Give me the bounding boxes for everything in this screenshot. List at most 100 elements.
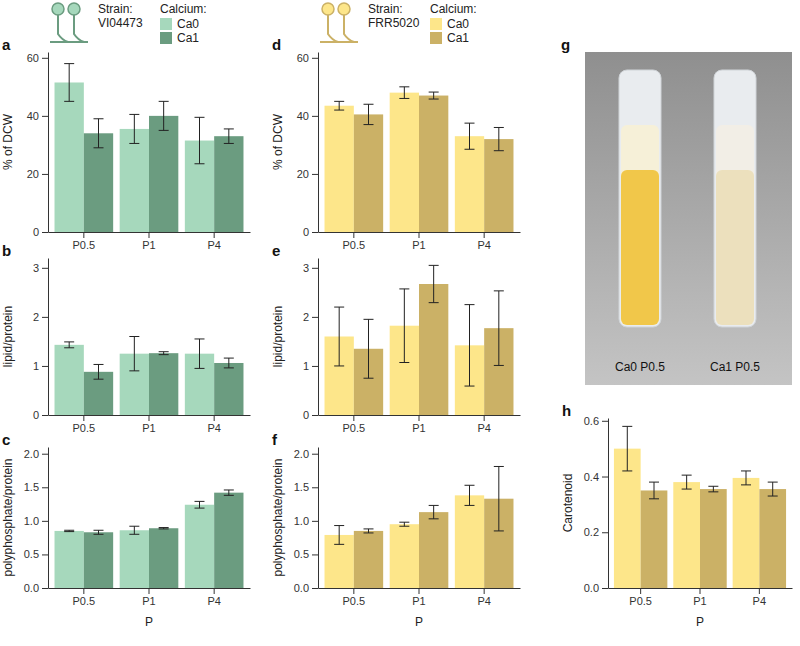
tube-glass xyxy=(714,70,756,327)
tick: P0.5 xyxy=(343,232,366,251)
plot-area xyxy=(325,87,514,232)
bar xyxy=(354,114,383,232)
tick-label: 2.0 xyxy=(294,448,309,460)
bar xyxy=(484,139,513,232)
tick-label: 2 xyxy=(33,311,39,323)
tick: P0.5 xyxy=(629,588,652,607)
legend-entry: Ca0 xyxy=(447,17,469,31)
tick: P1 xyxy=(142,588,155,607)
error-bar xyxy=(399,522,409,526)
tick-label: 60 xyxy=(27,52,39,64)
bar xyxy=(120,129,149,232)
bar xyxy=(55,82,84,232)
tick-label: 0.6 xyxy=(584,415,599,427)
legend-swatch xyxy=(160,32,172,44)
error-bar xyxy=(494,466,504,530)
axis-line xyxy=(48,53,49,233)
tick-label: P1 xyxy=(412,239,425,251)
tube-medium xyxy=(716,125,754,325)
tick: P4 xyxy=(477,588,490,607)
bar xyxy=(419,512,448,588)
bar xyxy=(419,284,448,415)
icon-stalk xyxy=(328,12,338,42)
panel-letter: a xyxy=(2,36,11,53)
bar xyxy=(455,495,484,588)
tick-mark xyxy=(484,232,485,238)
tick-mark xyxy=(312,317,318,318)
error-bar xyxy=(64,64,74,102)
tick-label: 0.5 xyxy=(294,548,309,560)
tick: 60 xyxy=(27,52,48,64)
tick-mark xyxy=(312,58,318,59)
icon-stalk xyxy=(74,12,84,42)
error-bar xyxy=(224,129,234,144)
y-axis: 0.00.51.01.52.0 xyxy=(24,448,49,595)
plot-area xyxy=(55,64,244,232)
bar xyxy=(84,532,113,588)
tick-mark xyxy=(42,487,48,488)
tick-mark xyxy=(42,232,48,233)
tick: 60 xyxy=(297,52,318,64)
bar xyxy=(354,531,383,588)
tick: 0.5 xyxy=(294,548,318,560)
tick-mark xyxy=(42,317,48,318)
panel-letter: c xyxy=(2,431,10,448)
tick-label: 0 xyxy=(33,409,39,421)
panel-letter: f xyxy=(272,431,278,448)
error-bar xyxy=(399,87,409,99)
tick-label: 0.5 xyxy=(24,548,39,560)
tick: 2.0 xyxy=(24,448,48,460)
error-bar xyxy=(682,475,692,489)
tick-mark xyxy=(312,454,318,455)
y-axis: 0 1 2 3 xyxy=(33,259,49,422)
tick-mark xyxy=(484,588,485,594)
tick-label: 20 xyxy=(297,168,309,180)
tick-mark xyxy=(214,232,215,238)
tick: 0 xyxy=(303,409,318,421)
error-bar xyxy=(429,505,439,518)
axis-line xyxy=(318,53,319,233)
legend-swatch xyxy=(430,18,442,30)
y-axis-title: Carotenoid xyxy=(561,474,575,533)
tick-label: 0.2 xyxy=(584,526,599,538)
panel: 0204060P0.5P1P4% of DCWd xyxy=(271,36,521,251)
bar xyxy=(185,505,214,588)
tick: 0 xyxy=(303,226,318,238)
y-axis: 0204060 xyxy=(27,52,49,238)
bar xyxy=(390,93,419,232)
tick: 3 xyxy=(33,262,48,274)
tick-mark xyxy=(42,116,48,117)
tick-mark xyxy=(700,588,701,594)
tick-label: P4 xyxy=(207,595,220,607)
y-axis-title: lipid/protein xyxy=(1,306,15,367)
tick: 0.5 xyxy=(24,548,48,560)
tick: 1 xyxy=(33,360,48,372)
strain-icon xyxy=(50,3,88,42)
x-axis: P0.5P1P4 xyxy=(319,588,521,607)
tick: P4 xyxy=(207,415,220,434)
panel-letter: h xyxy=(562,402,571,419)
tick-mark xyxy=(419,588,420,594)
tick-mark xyxy=(312,415,318,416)
tick-label: 1.5 xyxy=(294,481,309,493)
error-bar xyxy=(129,114,139,143)
tick-label: 1.0 xyxy=(294,515,309,527)
tick-label: P4 xyxy=(207,422,220,434)
panel: 0.00.51.01.52.0P0.5P1P4polyphosphate/pro… xyxy=(1,431,251,629)
x-axis-title: P xyxy=(696,615,704,629)
tick-mark xyxy=(312,588,318,589)
tick-mark xyxy=(353,588,354,594)
bar xyxy=(759,489,786,588)
tick: 0.0 xyxy=(294,582,318,594)
tick-mark xyxy=(312,174,318,175)
tick: 2 xyxy=(33,311,48,323)
tick-mark xyxy=(602,588,608,589)
tick-label: 3 xyxy=(33,262,39,274)
tick-label: P0.5 xyxy=(73,239,96,251)
tick-mark xyxy=(83,232,84,238)
error-bar xyxy=(129,337,139,371)
photo-label: Ca1 P0.5 xyxy=(710,360,760,374)
tick-mark xyxy=(312,116,318,117)
tick-label: 40 xyxy=(27,110,39,122)
plot-area xyxy=(325,466,514,588)
